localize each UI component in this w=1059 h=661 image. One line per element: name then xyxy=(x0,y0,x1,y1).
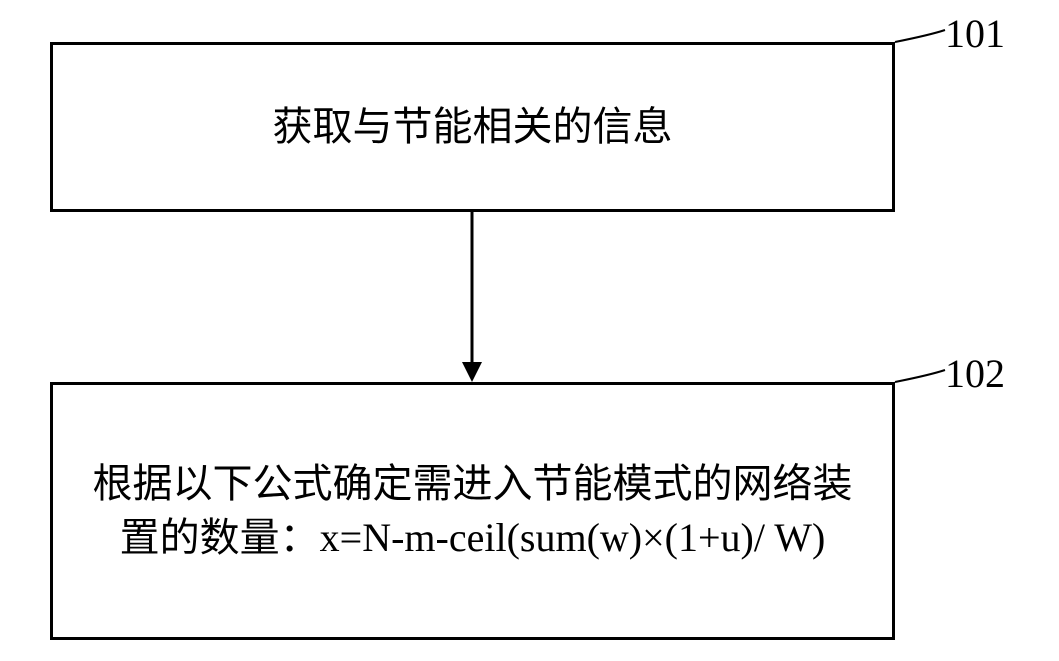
callout-label-2: 102 xyxy=(945,350,1005,397)
leader-group xyxy=(895,30,945,382)
flowchart-node-2: 根据以下公式确定需进入节能模式的网络装置的数量：x=N-m-ceil(sum(w… xyxy=(50,382,895,640)
node-1-text: 获取与节能相关的信息 xyxy=(273,100,673,154)
edge-group xyxy=(462,212,482,382)
flowchart-node-1: 获取与节能相关的信息 xyxy=(50,42,895,212)
flowchart-canvas: 获取与节能相关的信息 根据以下公式确定需进入节能模式的网络装置的数量：x=N-m… xyxy=(0,0,1059,661)
callout-label-1: 101 xyxy=(945,10,1005,57)
node-2-text: 根据以下公式确定需进入节能模式的网络装置的数量：x=N-m-ceil(sum(w… xyxy=(77,457,868,565)
